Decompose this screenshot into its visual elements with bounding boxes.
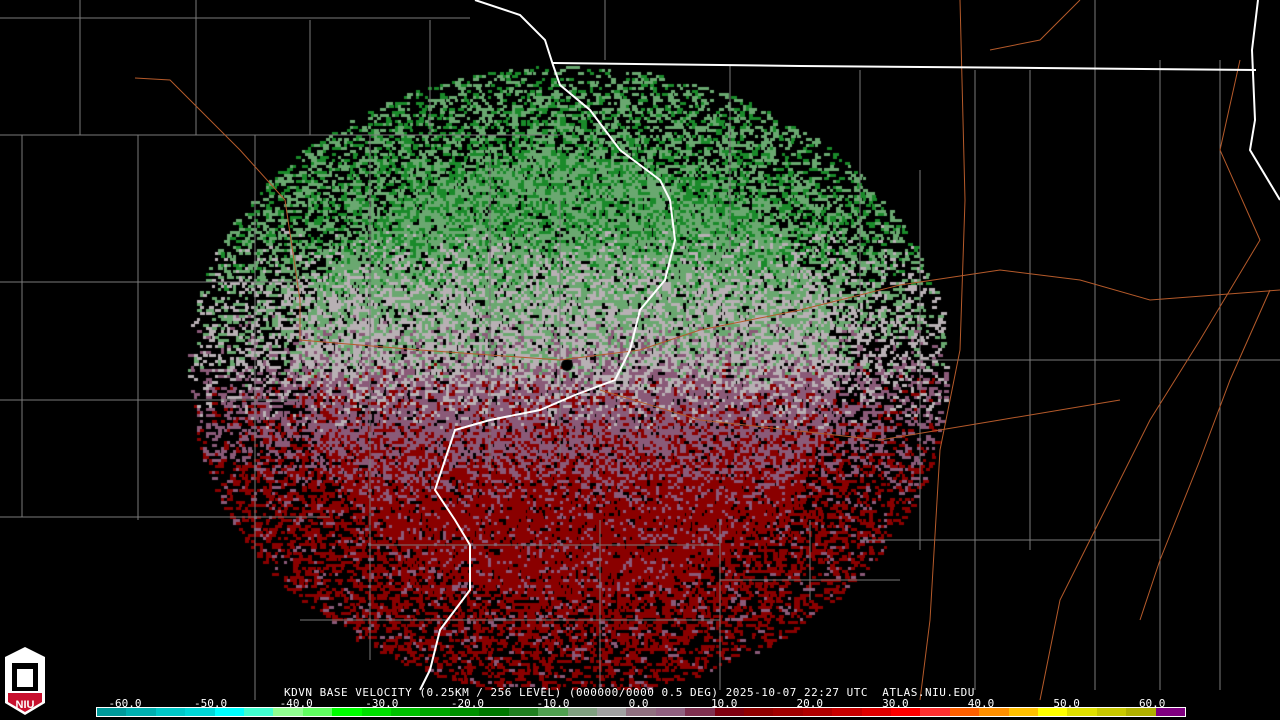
colorbar-swatch [214,708,245,716]
colorbar-swatch [508,708,539,716]
colorbar-swatch [890,708,921,716]
colorbar-swatch [155,708,186,716]
highways [134,0,1280,701]
colorbar-tick: 20.0 [796,697,824,710]
colorbar-swatch [449,708,480,716]
colorbar-swatch [979,708,1009,716]
colorbar-swatch [420,708,450,716]
colorbar-tick: -10.0 [536,697,570,710]
colorbar-tick: 30.0 [882,697,909,710]
colorbar-swatch [97,708,127,716]
colorbar-tick: 40.0 [967,697,995,710]
product-title: KDVN BASE VELOCITY (0.25KM / 256 LEVEL) … [284,686,975,699]
colorbar-tick: -30.0 [365,697,399,710]
colorbar-tick: 10.0 [710,697,738,710]
colorbar-swatch [332,708,362,716]
colorbar-swatch [802,708,833,716]
colorbar-swatch [1096,708,1127,716]
colorbar-swatch [126,708,156,716]
colorbar-swatch [861,708,891,716]
colorbar-swatch [832,708,862,716]
colorbar-tick: -40.0 [279,697,313,710]
colorbar-swatch [1008,708,1038,716]
colorbar-swatch [743,708,774,716]
velocity-colorbar [96,707,1186,717]
colorbar-swatch [714,708,744,716]
colorbar-tick: -20.0 [450,697,484,710]
colorbar-swatch [273,708,303,716]
colorbar-swatch [538,708,568,716]
colorbar-swatch [567,708,597,716]
county-lines [0,0,1280,700]
colorbar-swatch [655,708,686,716]
colorbar-swatch [920,708,950,716]
colorbar-swatch [479,708,509,716]
colorbar-swatch [685,708,715,716]
colorbar-tick: 60.0 [1138,697,1166,710]
colorbar-swatch [1155,708,1186,716]
niu-logo: NIU [5,647,45,715]
colorbar-swatch [1126,708,1156,716]
colorbar-swatch [596,708,627,716]
colorbar-swatch [361,708,392,716]
svg-text:NIU: NIU [16,699,35,711]
colorbar-swatch [1067,708,1097,716]
colorbar-swatch [185,708,215,716]
colorbar-swatch [302,708,333,716]
colorbar-swatch [391,708,421,716]
colorbar-swatch [626,708,656,716]
colorbar-swatch [773,708,803,716]
colorbar-swatch [949,708,980,716]
colorbar-tick: 0.0 [628,697,649,710]
colorbar-tick: -60.0 [108,697,142,710]
colorbar-swatch [244,708,274,716]
colorbar-tick: -50.0 [194,697,228,710]
colorbar-swatch [1038,708,1068,716]
colorbar-tick: 50.0 [1053,697,1080,710]
state-borders [419,0,1280,691]
